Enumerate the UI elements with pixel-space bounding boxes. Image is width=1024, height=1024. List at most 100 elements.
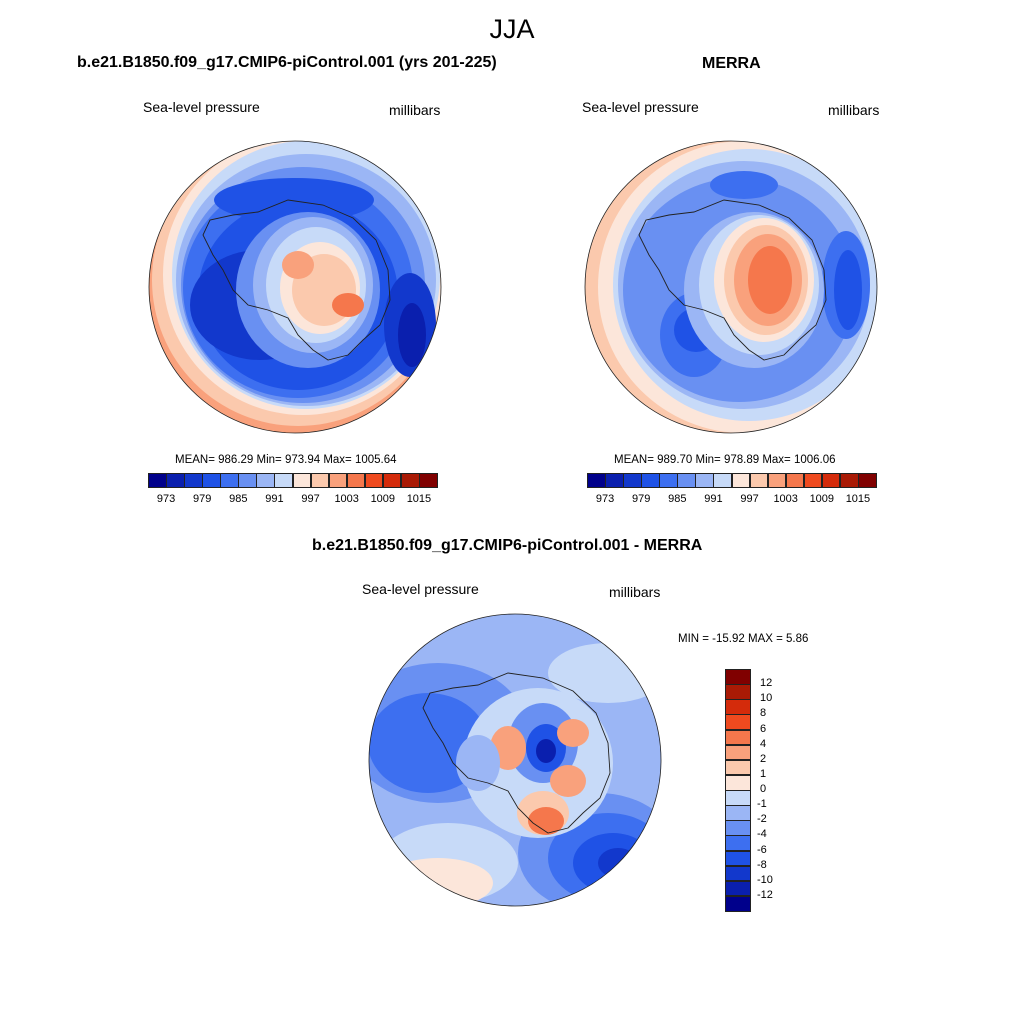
- diff-colorbar-labels: 12 10 8 6 4 2 1 0 -1 -2 -4 -6 -8 -10 -12: [757, 669, 797, 911]
- colorbar-cell: [623, 473, 642, 488]
- colorbar-tick-label: 997: [301, 493, 320, 505]
- colorbar-tick-label: -4: [757, 828, 767, 841]
- page-title: JJA: [489, 14, 535, 44]
- colorbar-cell: [400, 473, 420, 488]
- colorbar-cell: [725, 759, 751, 776]
- colorbar-tick-label: 12: [760, 677, 773, 690]
- colorbar-cell: [839, 473, 859, 488]
- model-panel-title: b.e21.B1850.f09_g17.CMIP6-piControl.001 …: [77, 54, 497, 71]
- colorbar-tick-label: 1015: [845, 493, 871, 505]
- colorbar-cell: [725, 684, 751, 700]
- colorbar-tick-label: 2: [760, 752, 767, 765]
- colorbar-cell: [725, 744, 751, 761]
- colorbar-cell: [238, 473, 257, 488]
- colorbar-tick-label: 1009: [370, 493, 396, 505]
- model-stats: MEAN= 986.29 Min= 973.94 Max= 1005.64: [175, 454, 397, 466]
- colorbar-cell: [274, 473, 294, 488]
- colorbar-tick-label: -8: [757, 858, 767, 871]
- colorbar-cell: [587, 473, 606, 488]
- model-colorbar-labels: 973 979 985 991 997 1003 1009 1015: [148, 493, 437, 507]
- colorbar-cell: [725, 820, 751, 836]
- colorbar-cell: [292, 473, 312, 488]
- colorbar-cell: [725, 790, 751, 806]
- colorbar-tick-label: -10: [757, 873, 773, 886]
- colorbar-cell: [695, 473, 715, 488]
- colorbar-cell: [256, 473, 276, 488]
- colorbar-cell: [184, 473, 203, 488]
- diff-colorbar: [725, 669, 751, 912]
- colorbar-tick-label: 979: [193, 493, 212, 505]
- colorbar-cell: [725, 669, 751, 685]
- diff-variable-label: Sea-level pressure: [362, 581, 479, 597]
- merra-panel-title: MERRA: [702, 55, 761, 72]
- colorbar-cell: [382, 473, 402, 488]
- colorbar-tick-label: 4: [760, 737, 767, 750]
- colorbar-cell: [346, 473, 366, 488]
- colorbar-cell: [731, 473, 751, 488]
- colorbar-cell: [220, 473, 239, 488]
- colorbar-tick-label: 1003: [334, 493, 359, 505]
- colorbar-cell: [725, 729, 751, 746]
- colorbar-cell: [605, 473, 624, 488]
- colorbar-cell: [767, 473, 787, 488]
- colorbar-tick-label: 985: [229, 493, 248, 505]
- colorbar-tick-label: 0: [760, 783, 767, 795]
- colorbar-tick-label: 10: [760, 692, 773, 705]
- colorbar-cell: [725, 895, 751, 912]
- colorbar-cell: [725, 835, 751, 852]
- colorbar-tick-label: 1009: [809, 493, 835, 505]
- colorbar-cell: [725, 774, 751, 791]
- colorbar-tick-label: 997: [740, 493, 759, 505]
- merra-stats: MEAN= 989.70 Min= 978.89 Max= 1006.06: [614, 454, 836, 466]
- colorbar-tick-label: 973: [595, 493, 615, 505]
- model-polar-map: [148, 140, 442, 434]
- colorbar-cell: [328, 473, 348, 488]
- colorbar-cell: [166, 473, 185, 488]
- colorbar-cell: [364, 473, 384, 488]
- colorbar-tick-label: 991: [704, 493, 723, 505]
- colorbar-cell: [785, 473, 805, 488]
- merra-variable-label: Sea-level pressure: [582, 99, 699, 115]
- colorbar-cell: [677, 473, 696, 488]
- colorbar-tick-label: 8: [760, 707, 767, 720]
- colorbar-tick-label: -6: [757, 843, 767, 856]
- colorbar-tick-label: -12: [757, 888, 773, 901]
- colorbar-cell: [202, 473, 221, 488]
- merra-colorbar-labels: 973 979 985 991 997 1003 1009 1015: [587, 493, 876, 507]
- colorbar-tick-label: 985: [668, 493, 687, 505]
- diff-panel-title: b.e21.B1850.f09_g17.CMIP6-piControl.001 …: [312, 537, 703, 554]
- merra-units-label: millibars: [828, 102, 880, 118]
- model-colorbar: [148, 473, 438, 488]
- colorbar-tick-label: -1: [757, 798, 767, 811]
- colorbar-cell: [641, 473, 660, 488]
- colorbar-cell: [749, 473, 769, 488]
- colorbar-cell: [659, 473, 678, 488]
- colorbar-tick-label: 973: [156, 493, 176, 505]
- colorbar-tick-label: 991: [265, 493, 284, 505]
- diff-stats: MIN = -15.92 MAX = 5.86: [678, 633, 809, 645]
- colorbar-tick-label: 979: [632, 493, 651, 505]
- model-units-label: millibars: [389, 102, 441, 118]
- colorbar-cell: [821, 473, 841, 488]
- colorbar-cell: [148, 473, 167, 488]
- colorbar-tick-label: 6: [760, 722, 767, 735]
- colorbar-cell: [725, 714, 751, 731]
- colorbar-cell: [725, 865, 751, 882]
- colorbar-tick-label: 1: [760, 767, 767, 780]
- diff-polar-map: [368, 613, 662, 907]
- model-variable-label: Sea-level pressure: [143, 99, 260, 115]
- colorbar-cell: [725, 805, 751, 821]
- colorbar-cell: [713, 473, 733, 488]
- colorbar-cell: [725, 850, 751, 867]
- colorbar-cell: [310, 473, 330, 488]
- colorbar-cell: [803, 473, 823, 488]
- colorbar-tick-label: -2: [757, 813, 767, 826]
- merra-polar-map: [584, 140, 878, 434]
- colorbar-cell: [857, 473, 877, 488]
- diff-units-label: millibars: [609, 584, 661, 600]
- colorbar-cell: [725, 699, 751, 715]
- colorbar-cell: [725, 880, 751, 897]
- colorbar-cell: [418, 473, 438, 488]
- colorbar-tick-label: 1015: [406, 493, 432, 505]
- colorbar-tick-label: 1003: [773, 493, 798, 505]
